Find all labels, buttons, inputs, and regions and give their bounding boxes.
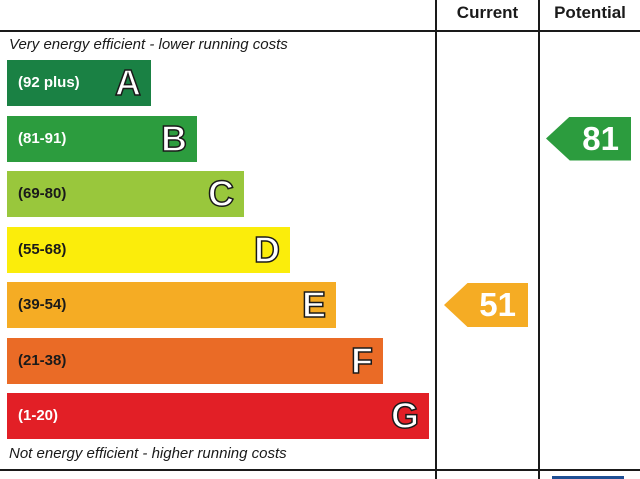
- band-b: (81-91) B: [7, 115, 197, 162]
- band-range-label: (1-20): [18, 407, 59, 424]
- band-range-label: (81-91): [18, 129, 67, 147]
- current-rating-value: 51: [479, 286, 516, 323]
- divider-potential-left: [538, 0, 540, 479]
- potential-rating-value: 81: [582, 119, 619, 157]
- band-c: (69-80) C: [7, 171, 244, 217]
- band-a: (92 plus) A: [7, 60, 151, 106]
- band-letter-label: G: [390, 394, 420, 437]
- band-letter-label: F: [350, 339, 374, 382]
- current-rating-arrow: 51: [444, 283, 528, 327]
- band-f: (21-38) F: [7, 337, 383, 384]
- footer-divider: [0, 469, 640, 471]
- current-column-header: Current: [456, 3, 519, 22]
- bottom-edge-tab: [552, 476, 624, 479]
- band-range-label: (39-54): [18, 296, 67, 313]
- divider-current-left: [435, 0, 437, 479]
- band-letter-label: B: [160, 117, 188, 160]
- band-letter-label: A: [114, 61, 142, 104]
- band-range-label: (21-38): [18, 351, 67, 369]
- band-range-label: (55-68): [18, 240, 67, 258]
- band-letter-label: C: [207, 172, 235, 215]
- potential-rating-arrow: 81: [546, 116, 631, 161]
- band-range-label: (92 plus): [18, 74, 80, 91]
- band-e: (39-54) E: [7, 282, 336, 328]
- potential-column-header: Potential: [554, 3, 626, 22]
- header-divider: [0, 30, 640, 32]
- efficient-note: Very energy efficient - lower running co…: [9, 36, 288, 53]
- inefficient-note: Not energy efficient - higher running co…: [9, 445, 287, 462]
- band-range-label: (69-80): [18, 185, 67, 202]
- band-letter-label: D: [253, 228, 281, 271]
- band-letter-label: E: [301, 283, 327, 326]
- band-d: (55-68) D: [7, 226, 290, 273]
- band-g: (1-20) G: [7, 393, 429, 439]
